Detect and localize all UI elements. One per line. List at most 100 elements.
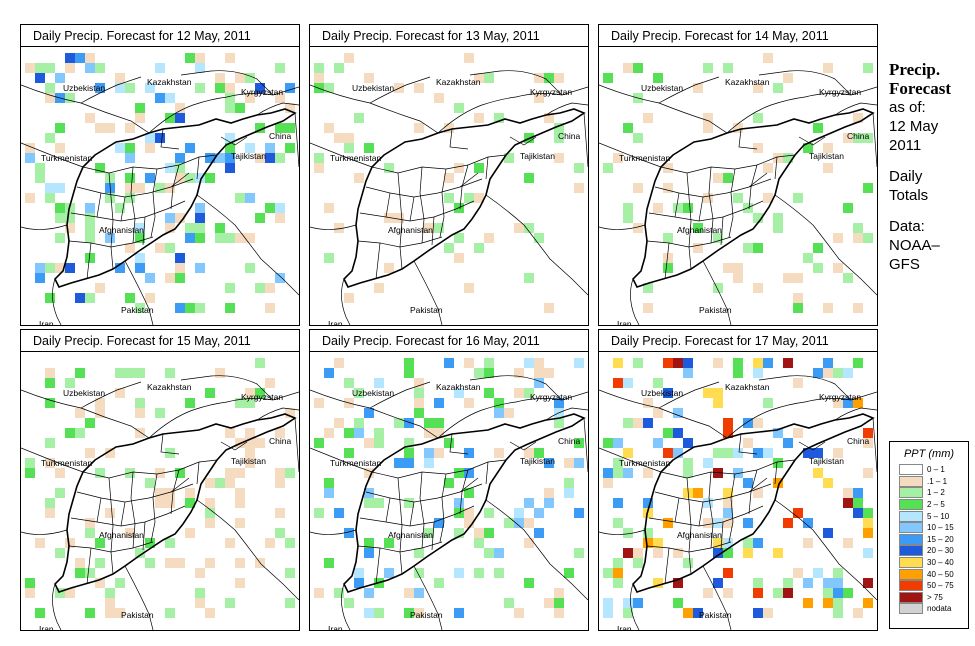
map-label-kyrgyzstan: Kyrgyzstan <box>530 87 572 97</box>
precip-cell <box>803 253 813 263</box>
precip-cell <box>225 143 235 153</box>
precip-cell <box>414 588 424 598</box>
precip-cell <box>285 568 295 578</box>
legend-label: .1 – 1 <box>927 476 948 486</box>
province-border <box>459 164 469 210</box>
province-border <box>108 172 114 270</box>
precip-cell <box>135 233 145 243</box>
precip-cell <box>404 448 414 458</box>
province-border <box>686 172 692 270</box>
province-border <box>385 497 391 523</box>
precip-cell <box>673 548 683 558</box>
map-label-kyrgyzstan: Kyrgyzstan <box>819 392 861 402</box>
province-border <box>375 242 381 280</box>
province-border <box>459 469 469 515</box>
precip-cell <box>843 538 853 548</box>
precip-cell <box>115 368 125 378</box>
precip-cell <box>454 498 464 508</box>
precip-cell <box>265 378 275 388</box>
precip-cell <box>703 588 713 598</box>
precip-cell <box>663 358 673 368</box>
precip-cell <box>534 358 544 368</box>
country-border <box>294 417 299 473</box>
precip-cell <box>95 123 105 133</box>
precip-cell <box>693 223 703 233</box>
precip-cell <box>823 368 833 378</box>
precip-cell <box>324 428 334 438</box>
map-label-turkmenistan: Turkmenistan <box>619 458 670 468</box>
precip-cell <box>75 368 85 378</box>
forecast-panel-16-may: Daily Precip. Forecast for 16 May, 2011 … <box>309 329 589 631</box>
legend-label: > 75 <box>927 592 943 602</box>
legend-item: 5 – 10 <box>899 510 954 522</box>
precip-cell <box>603 163 613 173</box>
precip-cell <box>524 518 534 528</box>
precip-cell <box>633 558 643 568</box>
precip-cell <box>833 398 843 408</box>
precip-cell <box>623 418 633 428</box>
precip-cell <box>145 83 155 93</box>
precip-cell <box>464 53 474 63</box>
precip-cells <box>603 53 873 313</box>
precip-cell <box>205 388 215 398</box>
precip-cell <box>454 163 464 173</box>
map-label-pakistan: Pakistan <box>699 610 732 620</box>
precip-cell <box>205 558 215 568</box>
precip-cell <box>743 518 753 528</box>
map-svg: Uzbekistan Kazakhstan Kyrgyzstan Turkmenist… <box>21 53 299 325</box>
map-label-tajikistan: Tajikistan <box>231 456 266 466</box>
precip-cell <box>653 378 663 388</box>
data-source-line2: NOAA– <box>889 237 940 254</box>
data-source-line3: GFS <box>889 256 920 273</box>
precip-cell <box>155 243 165 253</box>
country-border <box>256 102 299 116</box>
precip-cell <box>474 528 484 538</box>
precip-cell <box>235 468 245 478</box>
precip-cell <box>863 578 873 588</box>
country-border <box>485 194 588 296</box>
precip-cell <box>693 608 703 618</box>
precip-cell <box>663 163 673 173</box>
precip-cell <box>245 263 255 273</box>
precip-cell <box>354 173 364 183</box>
precip-cell <box>464 358 474 368</box>
precip-cell <box>105 448 115 458</box>
province-border <box>439 473 447 543</box>
precip-cell <box>354 568 364 578</box>
precip-cell <box>633 418 643 428</box>
country-border <box>80 76 142 104</box>
map-label-pakistan: Pakistan <box>699 305 732 315</box>
precip-cell <box>85 213 95 223</box>
precip-cell <box>245 193 255 203</box>
precip-cell <box>703 123 713 133</box>
precip-cell <box>653 538 663 548</box>
precip-cell <box>245 73 255 83</box>
precip-cell <box>255 358 265 368</box>
precip-cell <box>703 193 713 203</box>
precip-cell <box>623 203 633 213</box>
precip-cell <box>843 398 853 408</box>
precip-cell <box>175 253 185 263</box>
province-border <box>738 128 758 150</box>
map-label-iran: Iran <box>39 319 54 325</box>
precip-cell <box>773 548 783 558</box>
precip-cell <box>514 368 524 378</box>
precip-cell <box>574 183 584 193</box>
precip-cell <box>843 488 853 498</box>
precip-cell <box>334 508 344 518</box>
precip-cell <box>225 538 235 548</box>
legend-swatch <box>899 510 923 522</box>
precip-cell <box>843 588 853 598</box>
precip-cell <box>25 63 35 73</box>
precip-cell <box>125 243 135 253</box>
legend-item: .1 – 1 <box>899 475 954 488</box>
map-label-uzbekistan: Uzbekistan <box>352 83 394 93</box>
precip-cell <box>534 508 544 518</box>
precip-cell <box>853 133 863 143</box>
province-border <box>196 461 200 485</box>
precip-cell <box>663 263 673 273</box>
province-border <box>385 192 391 218</box>
country-border <box>469 375 563 401</box>
country-border <box>758 375 852 401</box>
precip-cell <box>723 588 733 598</box>
